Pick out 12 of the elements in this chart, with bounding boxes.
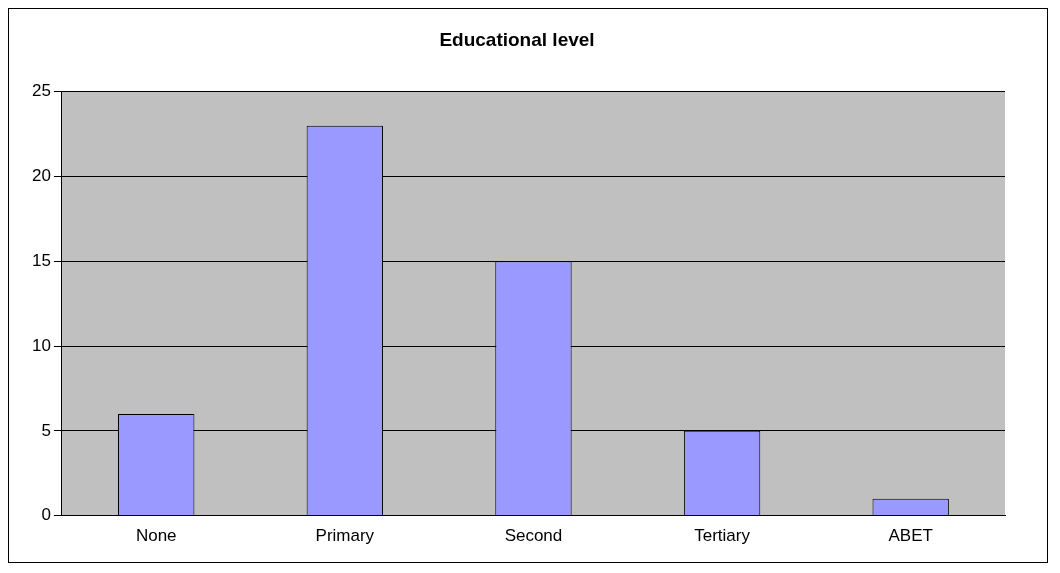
x-tick-label: Second xyxy=(504,526,563,546)
y-tick-label: 20 xyxy=(31,166,51,186)
chart-title: Educational level xyxy=(439,28,595,50)
x-tick-label: Primary xyxy=(315,526,375,546)
y-tick-label: 0 xyxy=(41,505,51,525)
y-tick-label: 10 xyxy=(31,335,51,355)
y-tick-label: 25 xyxy=(31,81,51,101)
x-tick-label: Tertiary xyxy=(694,526,751,546)
x-tick-label: ABET xyxy=(888,526,933,546)
y-tick-label: 5 xyxy=(41,420,51,440)
x-tick-label: None xyxy=(135,526,177,546)
y-tick-label: 15 xyxy=(31,251,51,271)
